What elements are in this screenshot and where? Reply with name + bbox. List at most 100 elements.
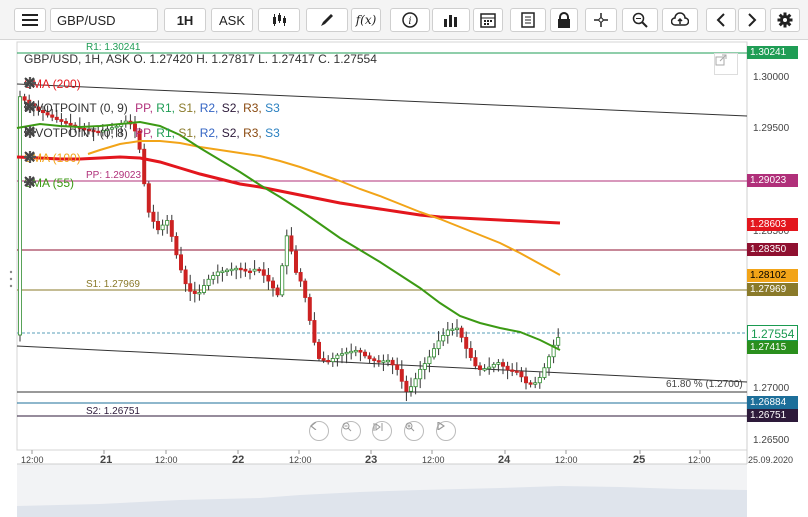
candle-body xyxy=(381,360,386,363)
next-button[interactable] xyxy=(738,8,766,32)
zoom-out-icon xyxy=(342,422,352,432)
candle-body xyxy=(464,336,469,349)
reset-view-button[interactable] xyxy=(372,421,392,441)
candle-body xyxy=(215,271,220,276)
candle-body xyxy=(284,235,289,267)
time-tick-day: 24 xyxy=(498,454,511,466)
candle-body xyxy=(413,378,418,388)
candle-body xyxy=(358,349,363,353)
menu-button[interactable] xyxy=(14,8,46,32)
candle-body xyxy=(427,356,432,365)
candle-body xyxy=(266,274,271,282)
candle-body xyxy=(326,359,331,363)
candle-body xyxy=(165,220,170,226)
navigator-area xyxy=(17,486,747,517)
pp-level-label: PP: 1.29023 xyxy=(86,170,142,181)
candle-body xyxy=(220,270,225,273)
pivot1-r2: R2, xyxy=(199,101,219,115)
pivot2-r1: R1, xyxy=(156,126,175,140)
pivot2-legend[interactable]: PIVOTPOINT (0, 8) PP, R1, S1, R2, S2, R3… xyxy=(24,126,296,140)
indicators-button[interactable]: f(x) xyxy=(351,8,381,32)
price-tick: 1.29500 xyxy=(753,123,790,134)
candle-body xyxy=(155,220,160,231)
price-type-selector[interactable]: ASK xyxy=(211,8,253,32)
s2-level-label: S2: 1.26751 xyxy=(86,406,140,417)
candle-body xyxy=(96,130,101,134)
candle-body xyxy=(312,320,317,343)
candle-body xyxy=(496,362,501,365)
time-tick: 12:00 xyxy=(21,455,44,465)
volume-button[interactable] xyxy=(432,8,470,32)
candle-body xyxy=(367,355,372,360)
candle-body xyxy=(316,341,321,359)
time-tick: 12:00 xyxy=(688,455,711,465)
settings-button[interactable] xyxy=(770,8,800,32)
lock-button[interactable] xyxy=(550,8,578,32)
candle-body xyxy=(257,268,262,272)
pivot2-r3: R3, xyxy=(243,126,262,140)
upload-button[interactable] xyxy=(662,8,698,32)
candle-body xyxy=(436,340,441,350)
sma200-legend[interactable]: SMA (200) xyxy=(24,77,97,91)
symbol-selector[interactable]: GBP/USD xyxy=(50,8,158,32)
candle-body xyxy=(537,377,542,384)
pivot1-s3: S3 xyxy=(265,101,280,115)
price-tag-pp: 1.29023 xyxy=(747,174,798,187)
candle-body xyxy=(261,269,266,276)
crosshair-button[interactable] xyxy=(585,8,617,32)
candle-body xyxy=(431,348,436,358)
candle-body xyxy=(270,280,275,289)
candle-body xyxy=(533,382,538,385)
candle-body xyxy=(41,109,46,114)
news-button[interactable] xyxy=(510,8,546,32)
candle-body xyxy=(197,292,202,295)
scroll-left-button[interactable] xyxy=(309,421,329,441)
chart-type-button[interactable] xyxy=(258,8,300,32)
sma55-legend[interactable]: SMA (55) xyxy=(24,176,91,190)
candle-body xyxy=(22,96,27,101)
price-type-label: ASK xyxy=(218,12,245,28)
chart-header: GBP/USD, 1H, ASK O. 1.27420 H. 1.27817 L… xyxy=(24,52,377,66)
zoom-in-button[interactable] xyxy=(404,421,424,441)
candle-body xyxy=(280,265,285,296)
candle-body xyxy=(390,359,395,366)
timeframe-selector[interactable]: 1H xyxy=(164,8,206,32)
candle-body xyxy=(335,354,340,359)
pivot1-pp: PP, xyxy=(135,101,153,115)
timeframe-label: 1H xyxy=(176,12,194,28)
calendar-button[interactable] xyxy=(473,8,503,32)
sma100-legend[interactable]: SMA (100) xyxy=(24,151,97,165)
pivot1-s1: S1, xyxy=(178,101,197,115)
left-resize-handle[interactable] xyxy=(9,268,13,290)
pivot1-legend-label: PIVOTPOINT (0, 9) xyxy=(24,101,128,115)
price-tag-sma55: 1.27415 xyxy=(747,341,798,354)
candle-body xyxy=(82,128,87,131)
candle-body xyxy=(100,130,105,133)
scroll-right-button[interactable] xyxy=(436,421,456,441)
pivot2-s1: S1, xyxy=(178,126,197,140)
price-tick: 1.27000 xyxy=(753,383,790,394)
expand-button[interactable] xyxy=(714,53,738,75)
play-icon xyxy=(437,422,445,430)
time-tick-day: 23 xyxy=(365,454,378,466)
info-button[interactable]: i xyxy=(390,8,430,32)
chart-area[interactable]: GBP/USD, 1H, ASK O. 1.27420 H. 1.27817 L… xyxy=(0,40,808,517)
candle-body xyxy=(459,327,464,338)
candle-body xyxy=(349,350,354,354)
previous-button[interactable] xyxy=(706,8,736,32)
candle-body xyxy=(473,357,478,367)
fib-level-label: 61.80 % (1.2700) xyxy=(666,379,743,390)
drawing-tools-button[interactable] xyxy=(306,8,348,32)
candle-body xyxy=(91,129,96,133)
candle-body xyxy=(482,368,487,371)
zoom-out-button[interactable] xyxy=(341,421,361,441)
candle-body xyxy=(160,224,165,231)
candle-body xyxy=(524,376,529,384)
pivot1-legend[interactable]: PIVOTPOINT (0, 9) PP, R1, S1, R2, S2, R3… xyxy=(24,101,296,115)
candle-body xyxy=(298,272,303,282)
candle-body xyxy=(528,382,533,385)
candle-body xyxy=(376,360,381,363)
zoom-button[interactable] xyxy=(622,8,658,32)
info-icon: i xyxy=(402,12,418,28)
sma200-legend-label: SMA (200) xyxy=(24,77,81,91)
